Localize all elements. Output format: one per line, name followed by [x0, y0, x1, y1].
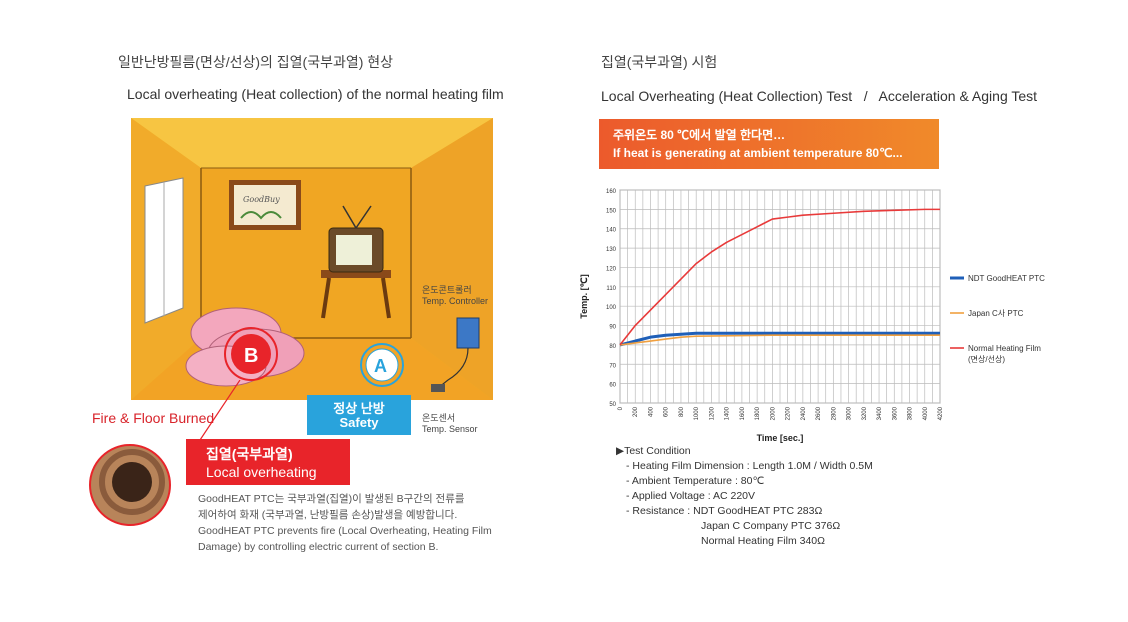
- x-tick-label: 4200: [938, 406, 944, 420]
- x-tick-label: 3000: [847, 406, 853, 420]
- room-drawing: GoodBuy B A: [131, 118, 493, 400]
- ambient-banner: 주위온도 80 ℃에서 발열 한다면… If heat is generatin…: [599, 119, 939, 169]
- description-line: 제어하여 화재 (국부과열, 난방필름 손상)발생을 예방합니다.: [198, 509, 458, 521]
- marker-a: A: [374, 356, 387, 376]
- conditions-title: ▶Test Condition: [616, 445, 691, 457]
- x-tick-label: 3600: [892, 406, 898, 420]
- series-line: [619, 208, 940, 346]
- y-tick-label: 130: [606, 247, 617, 253]
- overheating-banner: 집열(국부과열) Local overheating: [186, 439, 350, 485]
- right-title-en: Local Overheating (Heat Collection) Test…: [601, 88, 1038, 104]
- x-tick-label: 200: [633, 406, 639, 417]
- x-tick-label: 4000: [923, 406, 929, 420]
- x-tick-label: 3400: [877, 406, 883, 420]
- x-tick-label: 1000: [694, 406, 700, 420]
- legend-label: (면상/선상): [968, 354, 1005, 364]
- legend-label: NDT GoodHEAT PTC: [968, 274, 1045, 283]
- overheating-banner-en: Local overheating: [206, 464, 317, 480]
- legend-label: Normal Heating Film: [968, 344, 1041, 353]
- x-tick-label: 2200: [786, 406, 792, 420]
- x-tick-label: 800: [679, 406, 685, 417]
- y-tick-label: 70: [609, 363, 616, 369]
- y-tick-label: 120: [606, 266, 617, 272]
- y-tick-label: 160: [606, 189, 617, 195]
- left-title-en: Local overheating (Heat collection) of t…: [127, 86, 504, 102]
- x-tick-label: 1200: [709, 406, 715, 420]
- condition-line: - Ambient Temperature : 80℃: [626, 475, 765, 487]
- sensor-label-en: Temp. Sensor: [422, 424, 478, 434]
- description-line: GoodHEAT PTC는 국부과열(집열)이 발생된 B구간의 전류를: [198, 493, 465, 505]
- x-tick-label: 1600: [740, 406, 746, 420]
- picture-text: GoodBuy: [243, 195, 280, 204]
- y-tick-label: 110: [606, 286, 616, 292]
- condition-line: - Resistance : NDT GoodHEAT PTC 283Ω: [626, 505, 823, 517]
- safety-badge-ko: 정상 난방: [333, 401, 385, 416]
- x-tick-label: 1800: [755, 406, 761, 420]
- ambient-banner-ko: 주위온도 80 ℃에서 발열 한다면…: [613, 128, 786, 142]
- x-tick-label: 1400: [725, 406, 731, 420]
- x-tick-label: 600: [664, 406, 670, 417]
- x-tick-label: 400: [648, 406, 654, 417]
- left-title-ko: 일반난방필름(면상/선상)의 집열(국부과열) 현상: [118, 54, 394, 70]
- safety-badge-en: Safety: [339, 415, 379, 430]
- safety-badge: 정상 난방 Safety: [307, 395, 411, 435]
- condition-line: Normal Heating Film 340Ω: [701, 535, 825, 547]
- overheating-banner-ko: 집열(국부과열): [206, 446, 293, 462]
- controller-label: 온도콘트롤러 Temp. Controller: [422, 285, 488, 307]
- condition-line: - Heating Film Dimension : Length 1.0M /…: [626, 460, 873, 472]
- series-line: [619, 331, 940, 347]
- burn-callout: [89, 380, 241, 526]
- sensor-label-ko: 온도센서: [422, 413, 456, 423]
- y-tick-label: 90: [609, 325, 616, 331]
- y-tick-label: 150: [606, 208, 617, 214]
- y-tick-label: 60: [609, 383, 616, 389]
- y-tick-label: 80: [609, 344, 616, 350]
- sensor-label: 온도센서 Temp. Sensor: [422, 413, 478, 435]
- right-title-ko: 집열(국부과열) 시험: [601, 54, 718, 70]
- x-tick-label: 0: [618, 406, 624, 410]
- y-tick-label: 100: [606, 305, 617, 311]
- condition-line: - Applied Voltage : AC 220V: [626, 490, 756, 502]
- y-axis-label: Temp. [℃]: [579, 274, 589, 318]
- x-tick-label: 2600: [816, 406, 822, 420]
- description-line: Damage) by controlling electric current …: [198, 541, 439, 553]
- y-tick-label: 50: [609, 402, 616, 408]
- controller-label-en: Temp. Controller: [422, 296, 489, 306]
- description: GoodHEAT PTC는 국부과열(집열)이 발생된 B구간의 전류를 제어하…: [198, 491, 492, 555]
- room-illustration: GoodBuy B A: [131, 118, 493, 400]
- description-line: GoodHEAT PTC prevents fire (Local Overhe…: [198, 525, 492, 537]
- x-tick-label: 2000: [770, 406, 776, 420]
- x-tick-label: 2800: [831, 406, 837, 420]
- x-axis-label: Time [sec.]: [757, 433, 804, 443]
- x-tick-label: 3800: [908, 406, 914, 420]
- ambient-banner-en: If heat is generating at ambient tempera…: [613, 146, 903, 160]
- marker-b: B: [244, 345, 258, 367]
- test-conditions: ▶Test Condition - Heating Film Dimension…: [616, 444, 873, 549]
- x-tick-label: 2400: [801, 406, 807, 420]
- series-line: [619, 334, 940, 346]
- controller-label-ko: 온도콘트롤러: [422, 285, 472, 295]
- condition-line: Japan C Company PTC 376Ω: [701, 520, 841, 532]
- legend-label: Japan C사 PTC: [968, 309, 1024, 318]
- temperature-chart: 50 60 70 80 90 100 110 120 130 140 150 160 0 200 400 60…: [575, 185, 1075, 455]
- y-tick-label: 140: [606, 228, 617, 234]
- fire-label: Fire & Floor Burned: [92, 410, 215, 426]
- x-tick-label: 3200: [862, 406, 868, 420]
